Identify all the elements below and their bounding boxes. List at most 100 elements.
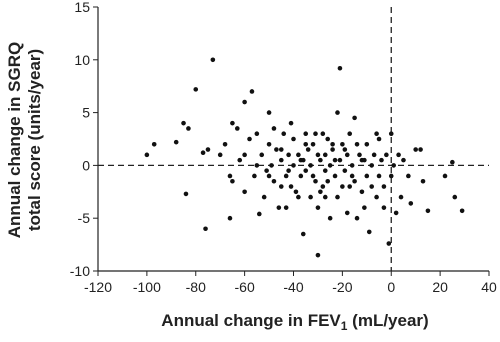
point	[283, 205, 289, 210]
point	[313, 131, 318, 137]
point	[151, 141, 157, 147]
point	[308, 163, 313, 168]
point	[342, 147, 348, 152]
point	[364, 141, 370, 147]
point	[181, 120, 186, 126]
point	[296, 152, 301, 158]
point	[384, 152, 389, 158]
point	[344, 210, 350, 216]
point	[342, 168, 348, 173]
point	[144, 152, 150, 158]
point	[249, 89, 255, 94]
point	[364, 173, 370, 179]
point	[366, 229, 372, 235]
point	[452, 194, 458, 200]
point	[347, 131, 353, 137]
point	[374, 194, 379, 200]
point	[303, 168, 309, 173]
point	[222, 141, 228, 147]
point	[274, 147, 279, 152]
point	[335, 110, 340, 115]
point	[278, 184, 284, 189]
point	[278, 157, 284, 163]
point	[393, 210, 399, 216]
point	[320, 131, 326, 137]
point	[354, 215, 360, 221]
point	[327, 163, 333, 168]
point	[379, 157, 384, 163]
y-tick-label: 15	[74, 0, 90, 15]
point	[242, 152, 247, 158]
point	[313, 178, 318, 184]
point	[337, 65, 343, 71]
point	[401, 157, 406, 163]
point	[281, 131, 287, 137]
point	[332, 157, 338, 163]
point	[252, 173, 257, 179]
point	[371, 152, 377, 158]
point	[420, 178, 426, 184]
point	[227, 215, 233, 221]
point	[340, 141, 345, 147]
point	[396, 152, 401, 158]
point	[186, 126, 191, 131]
point	[315, 205, 321, 210]
point	[450, 159, 455, 165]
x-axis-label: Annual change in FEV1 (mL/year)	[161, 311, 428, 333]
point	[183, 191, 189, 197]
point	[322, 152, 328, 158]
point	[288, 184, 294, 189]
point	[459, 208, 465, 214]
x-tick-label: -60	[235, 279, 255, 295]
x-tick-label: 20	[432, 279, 448, 295]
y-tick-label: -10	[70, 263, 90, 279]
x-tick-label: 0	[387, 279, 395, 295]
point	[327, 215, 333, 221]
point	[335, 194, 340, 200]
point	[349, 173, 355, 179]
point	[296, 194, 301, 200]
point	[359, 189, 365, 195]
point	[173, 139, 179, 145]
x-tick-label: -100	[133, 279, 161, 295]
point	[337, 157, 343, 163]
point	[425, 208, 431, 214]
x-tick-label: 40	[481, 279, 497, 295]
x-tick-label: -120	[84, 279, 112, 295]
point	[388, 131, 394, 137]
x-label-text: Annual change in FEV	[161, 311, 341, 330]
point	[315, 252, 321, 258]
point	[286, 168, 291, 173]
point	[349, 163, 355, 168]
point	[247, 136, 252, 142]
point	[230, 120, 235, 126]
point	[300, 231, 306, 237]
point	[352, 115, 357, 121]
point	[210, 57, 216, 63]
point	[330, 147, 335, 152]
point	[193, 87, 199, 92]
y-tick-label: 5	[82, 105, 90, 121]
point	[344, 152, 350, 158]
point	[362, 157, 367, 163]
point	[271, 178, 277, 184]
point	[340, 184, 345, 189]
point	[200, 150, 206, 156]
point	[298, 173, 304, 179]
point	[293, 189, 299, 195]
point	[271, 126, 277, 131]
x-tick-label: -20	[332, 279, 352, 295]
point	[234, 126, 240, 131]
point	[391, 163, 396, 168]
point	[205, 147, 211, 152]
point	[374, 131, 379, 137]
point	[413, 147, 418, 152]
point	[254, 163, 260, 168]
y-tick-label: -5	[78, 210, 91, 226]
point	[227, 173, 233, 179]
point	[357, 152, 362, 158]
point	[418, 147, 423, 152]
y-tick-label: 0	[82, 157, 90, 173]
point	[291, 163, 296, 168]
point	[310, 173, 316, 179]
